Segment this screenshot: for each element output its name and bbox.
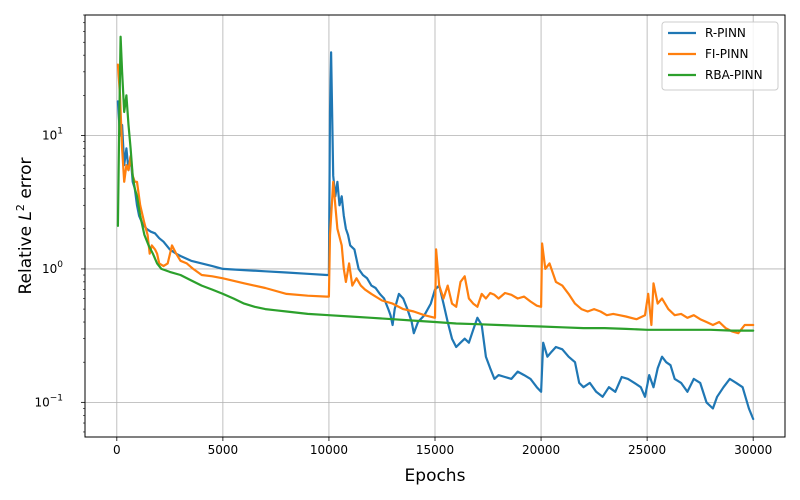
series-layer [116, 35, 755, 421]
x-tick-label: 20000 [522, 443, 560, 457]
y-axis-label-prefix: Relative [16, 221, 36, 295]
y-tick-label: 10−1 [34, 393, 63, 409]
x-tick-label: 10000 [310, 443, 348, 457]
legend-label-r-pinn: R-PINN [705, 26, 746, 40]
x-tick-label: 5000 [208, 443, 239, 457]
axes: 0 5000 10000 15000 20000 25000 30000 10−1 100 101 [34, 14, 772, 457]
x-tick-label: 0 [113, 443, 121, 457]
series-line-rba-pinn [116, 35, 755, 332]
x-tick-label: 25000 [628, 443, 666, 457]
y-tick-label: 101 [42, 126, 63, 142]
x-axis-label: Epochs [405, 466, 466, 486]
y-axis-label: Relative L2 error [14, 157, 36, 294]
legend-box [661, 21, 779, 91]
series-line-r-pinn [116, 51, 755, 421]
x-tick-label: 15000 [416, 443, 454, 457]
legend-label-fi-pinn: FI-PINN [705, 47, 749, 61]
x-tick-label: 30000 [734, 443, 772, 457]
y-axis-label-suffix: error [16, 157, 36, 204]
y-axis-label-symbol: L [16, 211, 36, 220]
legend-label-rba-pinn: RBA-PINN [705, 68, 763, 82]
y-axis-label-superscript: 2 [14, 204, 27, 211]
y-tick-label: 100 [42, 260, 63, 276]
legend: R-PINN FI-PINN RBA-PINN [661, 21, 779, 91]
series-line-fi-pinn [116, 63, 755, 335]
